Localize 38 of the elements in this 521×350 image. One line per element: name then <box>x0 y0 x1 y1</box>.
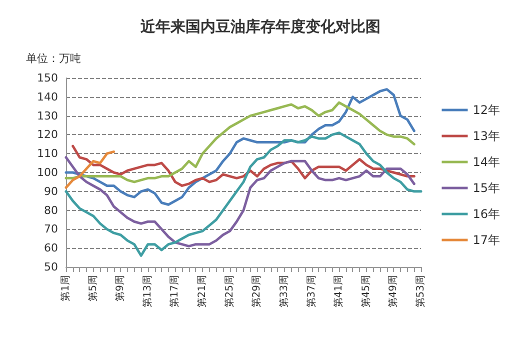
legend-label: 16年 <box>472 207 500 221</box>
legend-label: 14年 <box>472 155 500 169</box>
line-series <box>64 156 416 248</box>
y-tick-label: 120 <box>37 128 58 142</box>
x-tick-label: 第21周 <box>196 275 208 308</box>
x-tick-label: 第13周 <box>141 275 154 308</box>
x-tick-label: 第5周 <box>86 275 99 302</box>
x-tick-label: 第9周 <box>114 275 126 302</box>
x-tick-label: 第45周 <box>360 275 372 308</box>
x-tick-label: 第17周 <box>168 275 181 308</box>
y-axis-title: 单位：万吨 <box>26 52 81 65</box>
x-tick-label: 第37周 <box>305 275 318 308</box>
legend-label: 15年 <box>472 181 500 195</box>
legend-label: 13年 <box>472 129 500 143</box>
x-tick-label: 第33周 <box>278 275 290 308</box>
y-tick-label: 90 <box>44 184 58 198</box>
y-tick-label: 140 <box>37 90 58 104</box>
line-series <box>64 132 422 257</box>
line-series <box>72 144 416 187</box>
y-tick-label: 110 <box>37 147 58 160</box>
x-tick-label: 第1周 <box>60 275 72 302</box>
line-series <box>64 150 116 189</box>
y-tick-label: 80 <box>44 204 58 217</box>
legend-label: 17年 <box>472 233 500 247</box>
line-series <box>64 101 416 184</box>
y-tick-label: 70 <box>44 222 58 236</box>
chart-title: 近年来国内豆油库存年度变化对比图 <box>140 18 380 36</box>
y-tick-label: 60 <box>44 242 58 255</box>
x-tick-label: 第25周 <box>223 275 236 308</box>
x-tick-label: 第41周 <box>332 275 345 308</box>
y-tick-label: 130 <box>37 109 58 122</box>
x-tick-label: 第53周 <box>414 275 426 308</box>
x-tick-label: 第49周 <box>387 275 400 308</box>
y-tick-label: 150 <box>37 72 58 84</box>
legend-label: 12年 <box>472 103 500 117</box>
y-tick-label: 50 <box>44 260 58 274</box>
y-tick-label: 100 <box>37 166 58 179</box>
x-tick-label: 第29周 <box>250 275 263 308</box>
